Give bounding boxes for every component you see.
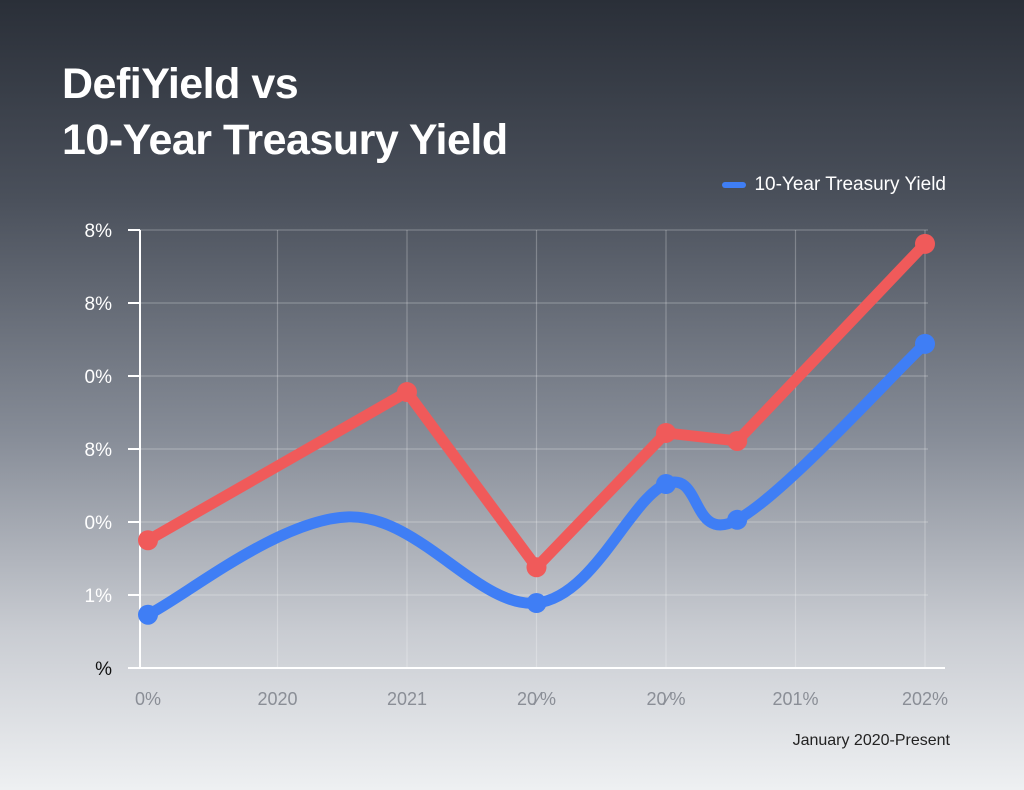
x-tick-label: 2021 <box>387 689 427 709</box>
y-tick-label: 1% <box>85 586 113 607</box>
title-line-2: 10-Year Treasury Yield <box>62 116 508 164</box>
blue-data-point <box>656 474 676 495</box>
x-tick-label: 202% <box>902 689 948 709</box>
blue-data-point <box>526 593 547 614</box>
x-tick-label: 201% <box>772 689 818 709</box>
legend-swatch-blue <box>722 182 747 188</box>
red-data-point <box>656 422 676 443</box>
red-series-line <box>142 238 931 573</box>
y-tick-label: % <box>95 659 112 680</box>
red-data-point <box>727 430 748 451</box>
y-tick-label: 8% <box>85 440 113 461</box>
x-tick-label: 20⁄% <box>646 689 685 709</box>
red-data-point <box>915 233 935 254</box>
y-tick-label: 8% <box>85 221 113 242</box>
x-tick-label: 20⁄% <box>517 689 556 709</box>
y-tick-label: 0% <box>85 367 113 388</box>
legend-label: 10-Year Treasury Yield <box>754 174 946 195</box>
blue-data-point <box>727 509 748 530</box>
red-data-point <box>138 530 158 551</box>
title-line-1: DefiYield vs <box>62 60 299 108</box>
blue-data-point <box>915 333 935 354</box>
red-data-point <box>526 557 547 578</box>
x-tick-label: 0% <box>135 689 161 709</box>
legend: 10-Year Treasury Yield <box>722 174 946 196</box>
date-range-note: January 2020-Present <box>792 732 950 749</box>
red-data-point <box>397 382 417 403</box>
y-tick-label: 8% <box>85 294 113 315</box>
x-tick-label: 2020 <box>257 689 297 709</box>
blue-data-point <box>138 604 158 625</box>
chart-title: DefiYield vs 10-Year Treasury Yield <box>62 56 508 168</box>
y-tick-label: 0% <box>85 513 113 534</box>
blue-series-line <box>142 338 931 621</box>
